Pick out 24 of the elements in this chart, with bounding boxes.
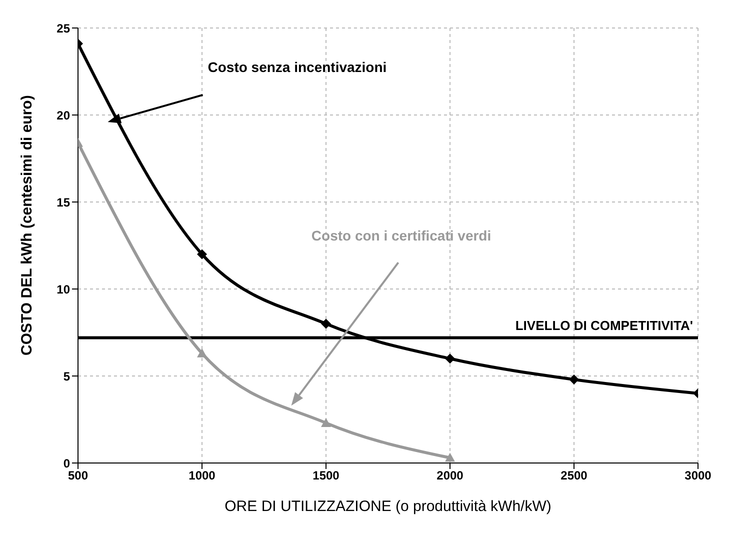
x-tick-label: 1000: [188, 468, 216, 483]
point: [445, 452, 455, 462]
x-tick-label: 3000: [684, 468, 712, 483]
y-tick-label: 20: [56, 108, 70, 122]
point: [321, 318, 331, 329]
y-tick-label: 10: [56, 282, 70, 296]
x-axis-title: ORE DI UTILIZZAZIONE (o produttività kWh/kW): [224, 498, 552, 515]
y-axis-title: COSTO DEL kWh (centesimi di euro): [18, 95, 36, 356]
y-tick-label: 15: [56, 195, 70, 210]
y-tick-label: 25: [56, 21, 70, 36]
y-tick-label: 5: [63, 369, 70, 384]
point: [569, 374, 579, 384]
point: [197, 348, 207, 358]
x-tick-label: 500: [68, 468, 88, 483]
y-tick-label: 0: [63, 456, 70, 470]
point: [321, 418, 331, 427]
x-tick-label: 1500: [312, 468, 340, 483]
x-tick-label: 2000: [436, 468, 464, 483]
point: [197, 249, 207, 260]
annotation: Costo senza incentivazioni: [208, 58, 387, 75]
point: [445, 354, 455, 364]
annotation: Costo con i certificati verdi: [311, 228, 492, 244]
ref-line-label: LIVELLO DI COMPETITIVITA': [515, 318, 693, 333]
x-tick-label: 2500: [560, 468, 588, 483]
